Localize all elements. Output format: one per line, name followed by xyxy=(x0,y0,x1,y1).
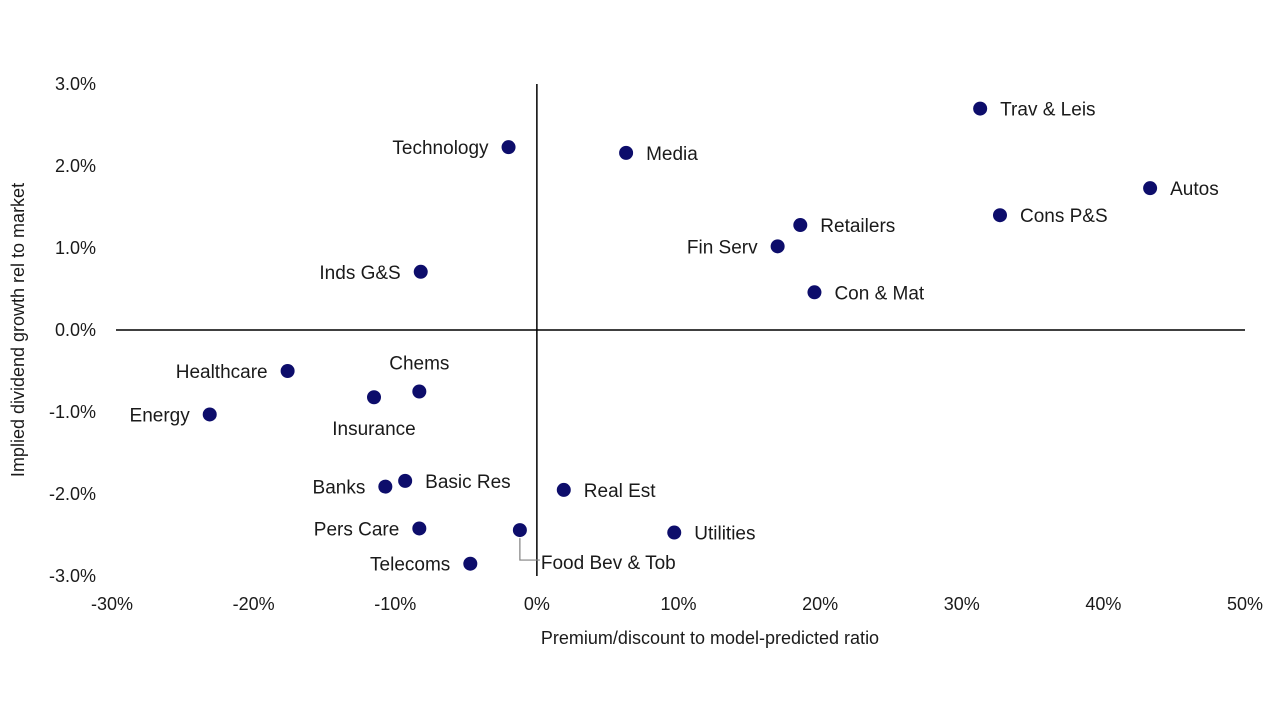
y-tick-label: 2.0% xyxy=(55,156,96,176)
leader-line-food-bev-and-tob xyxy=(519,538,540,561)
y-tick-label: 0.0% xyxy=(55,320,96,340)
label-insurance: Insurance xyxy=(332,419,415,440)
x-tick-label: -30% xyxy=(91,594,133,614)
x-tick-label: 10% xyxy=(660,594,696,614)
label-chems: Chems xyxy=(389,354,449,375)
x-tick-label: 20% xyxy=(802,594,838,614)
label-utilities: Utilities xyxy=(694,524,755,545)
label-media: Media xyxy=(646,144,698,165)
point-media xyxy=(619,145,634,160)
point-insurance xyxy=(367,390,382,405)
point-energy xyxy=(202,407,217,422)
x-tick-labels: -30% -20% -10% 0% 10% 20% 30% 40% 50% xyxy=(91,594,1263,614)
x-tick-label: -20% xyxy=(233,594,275,614)
point-con-and-mat xyxy=(807,285,822,300)
label-cons-pands: Cons P&S xyxy=(1020,206,1108,227)
label-energy: Energy xyxy=(130,405,191,426)
label-con-and-mat: Con & Mat xyxy=(834,283,924,304)
point-banks xyxy=(378,479,393,494)
point-fin-serv xyxy=(770,239,785,254)
point-cons-pands xyxy=(992,208,1007,223)
label-healthcare: Healthcare xyxy=(176,362,268,383)
label-pers-care: Pers Care xyxy=(314,519,400,540)
point-technology xyxy=(501,140,516,155)
x-tick-label: 0% xyxy=(524,594,550,614)
label-technology: Technology xyxy=(392,138,489,159)
y-axis-title: Implied dividend growth rel to market xyxy=(8,183,28,477)
label-trav-and-leis: Trav & Leis xyxy=(1000,100,1095,121)
x-tick-label: 40% xyxy=(1085,594,1121,614)
label-food-bev-and-tob: Food Bev & Tob xyxy=(541,553,676,574)
x-tick-label: 30% xyxy=(944,594,980,614)
y-tick-labels: 3.0% 2.0% 1.0% 0.0% -1.0% -2.0% -3.0% xyxy=(49,74,96,586)
label-fin-serv: Fin Serv xyxy=(687,237,758,258)
point-autos xyxy=(1143,181,1158,196)
point-real-est xyxy=(556,482,571,497)
point-food-bev-and-tob xyxy=(512,523,527,538)
label-inds-gands: Inds G&S xyxy=(319,263,400,284)
point-retailers xyxy=(793,218,808,233)
point-inds-gands xyxy=(413,264,428,279)
x-tick-label: 50% xyxy=(1227,594,1263,614)
label-retailers: Retailers xyxy=(820,216,895,237)
label-real-est: Real Est xyxy=(584,481,657,502)
point-utilities xyxy=(667,525,682,540)
point-basic-res xyxy=(398,473,413,488)
y-tick-label: -3.0% xyxy=(49,566,96,586)
label-banks: Banks xyxy=(313,478,366,499)
x-tick-label: -10% xyxy=(374,594,416,614)
y-tick-label: -2.0% xyxy=(49,484,96,504)
axes xyxy=(116,84,1245,576)
y-tick-label: -1.0% xyxy=(49,402,96,422)
data-points: Trav & Leis Technology Media Autos Cons P&S R… xyxy=(130,100,1219,576)
label-telecoms: Telecoms xyxy=(370,555,450,576)
point-trav-and-leis xyxy=(973,101,988,116)
label-autos: Autos xyxy=(1170,179,1219,200)
label-basic-res: Basic Res xyxy=(425,472,511,493)
y-tick-label: 1.0% xyxy=(55,238,96,258)
y-tick-label: 3.0% xyxy=(55,74,96,94)
x-axis-title: Premium/discount to model-predicted rati… xyxy=(541,628,879,648)
point-chems xyxy=(412,384,427,399)
point-pers-care xyxy=(412,521,427,536)
point-healthcare xyxy=(280,364,295,378)
point-telecoms xyxy=(463,556,478,571)
